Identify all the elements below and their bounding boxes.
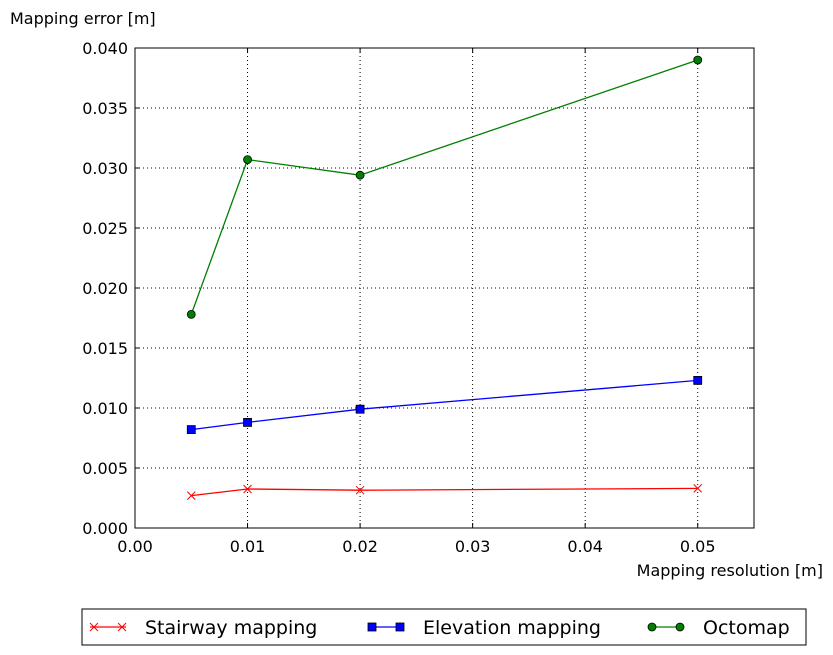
legend-item-octomap: Octomap bbox=[647, 617, 790, 639]
y-tick-label: 0.015 bbox=[82, 339, 128, 358]
x-tick-label: 0.03 bbox=[455, 537, 491, 556]
legend-label: Octomap bbox=[703, 617, 790, 639]
legend-marker bbox=[395, 622, 405, 632]
y-tick-label: 0.035 bbox=[82, 99, 128, 118]
stairway-mapping-point bbox=[243, 484, 252, 494]
octomap-point bbox=[243, 155, 252, 165]
legend-marker bbox=[647, 622, 657, 632]
x-tick-label: 0.00 bbox=[117, 537, 153, 556]
y-tick-label: 0.005 bbox=[82, 459, 128, 478]
octomap-point bbox=[693, 55, 703, 65]
x-tick-label: 0.05 bbox=[680, 537, 716, 556]
y-tick-label: 0.020 bbox=[82, 279, 128, 298]
legend: Stairway mapping Elevation mapping Octomap bbox=[81, 608, 807, 646]
y-tick-label: 0.000 bbox=[82, 519, 128, 538]
x-tick-label: 0.04 bbox=[567, 537, 603, 556]
stairway-mapping-line bbox=[191, 487, 698, 497]
elevation-mapping-point bbox=[186, 425, 196, 435]
x-tick-label: 0.01 bbox=[230, 537, 266, 556]
x-axis-label: Mapping resolution [m] bbox=[637, 561, 823, 580]
elevation-mapping-point bbox=[693, 375, 703, 385]
elevation-mapping-point bbox=[355, 404, 365, 414]
axis-ticks: 0.00 0.01 0.02 0.03 0.04 0.05 0.000 0.005 0.010 0… bbox=[82, 39, 754, 556]
legend-marker bbox=[675, 622, 685, 632]
y-tick-label: 0.010 bbox=[82, 399, 128, 418]
legend-marker bbox=[89, 622, 99, 632]
legend-label: Stairway mapping bbox=[145, 617, 317, 639]
legend-marker bbox=[367, 622, 377, 632]
stairway-mapping-point bbox=[693, 484, 703, 493]
legend-item-elevation-mapping: Elevation mapping bbox=[367, 617, 601, 639]
grid-lines bbox=[135, 48, 754, 528]
y-tick-label: 0.040 bbox=[82, 39, 128, 58]
stairway-mapping-point bbox=[355, 485, 365, 495]
y-axis-label: Mapping error [m] bbox=[10, 9, 156, 28]
octomap-point bbox=[186, 309, 196, 319]
series-layer bbox=[186, 55, 703, 500]
legend-label: Elevation mapping bbox=[423, 617, 601, 639]
elevation-mapping-line bbox=[191, 379, 698, 431]
stairway-mapping-point bbox=[186, 491, 196, 500]
y-tick-label: 0.025 bbox=[82, 219, 128, 238]
x-tick-label: 0.02 bbox=[342, 537, 378, 556]
y-tick-label: 0.030 bbox=[82, 159, 128, 178]
legend-marker bbox=[117, 622, 127, 632]
octomap-line bbox=[190, 59, 698, 315]
legend-frame bbox=[81, 608, 807, 646]
elevation-mapping-point bbox=[243, 417, 252, 427]
legend-item-stairway-mapping: Stairway mapping bbox=[89, 617, 317, 639]
octomap-point bbox=[355, 170, 365, 180]
